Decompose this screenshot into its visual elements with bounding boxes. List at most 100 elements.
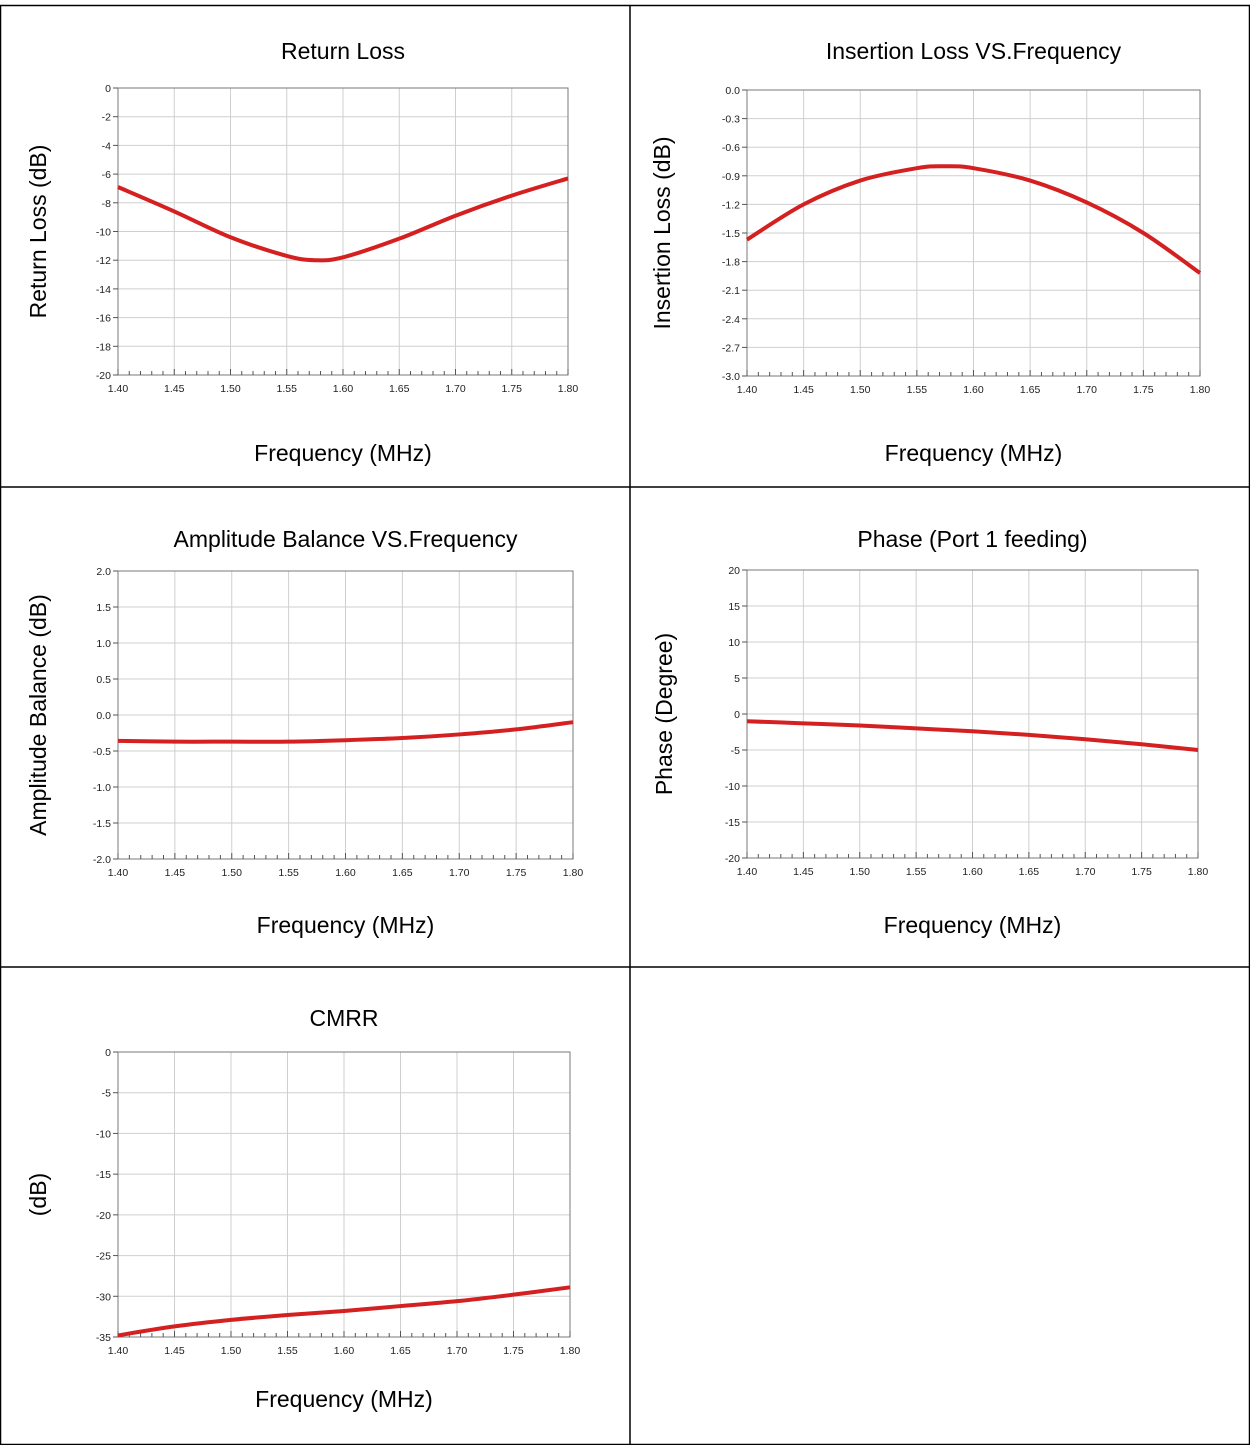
x-tick-label: 1.40 — [108, 1345, 129, 1357]
x-tick-label: 1.80 — [558, 383, 579, 395]
y-tick-label: -5 — [102, 1088, 111, 1100]
y-tick-label: -0.9 — [722, 171, 740, 183]
gridlines — [117, 570, 574, 860]
x-tick-label: 1.70 — [445, 383, 466, 395]
y-tick-label: -5 — [731, 745, 740, 757]
x-tick-label: 1.75 — [506, 867, 527, 879]
x-tick-label: 1.50 — [221, 1345, 242, 1357]
x-tick-label: 1.50 — [850, 866, 871, 878]
y-tick-label: -1.0 — [93, 782, 111, 794]
x-tick-label: 1.45 — [164, 1345, 185, 1357]
x-tick-label: 1.55 — [907, 384, 928, 396]
y-tick-label: -20 — [96, 1210, 111, 1222]
chart-title: CMRR — [310, 1005, 379, 1031]
x-tick-label: 1.65 — [389, 383, 410, 395]
y-axis-label: Insertion Loss (dB) — [649, 136, 675, 329]
y-tick-label: -1.5 — [93, 818, 111, 830]
x-axis-label: Frequency (MHz) — [257, 912, 435, 938]
x-tick-label: 1.70 — [449, 867, 470, 879]
y-axis-label: Amplitude Balance (dB) — [25, 594, 51, 836]
y-tick-label: -10 — [96, 1128, 111, 1140]
y-tick-label: 0 — [734, 709, 740, 721]
y-tick-label: -10 — [96, 227, 111, 239]
x-tick-label: 1.80 — [1188, 866, 1209, 878]
chart-title: Amplitude Balance VS.Frequency — [174, 526, 518, 552]
y-tick-label: 0 — [105, 1047, 111, 1059]
x-tick-label: 1.70 — [1075, 866, 1096, 878]
y-tick-label: 1.5 — [96, 602, 111, 614]
y-tick-label: -0.3 — [722, 114, 740, 126]
y-tick-label: -16 — [96, 313, 111, 325]
y-tick-label: -2 — [102, 112, 111, 124]
x-tick-label: 1.45 — [165, 867, 186, 879]
x-tick-label: 1.40 — [108, 867, 129, 879]
gridlines — [746, 569, 1199, 859]
x-tick-label: 1.45 — [164, 383, 185, 395]
x-axis-label: Frequency (MHz) — [885, 440, 1063, 466]
return-loss-chart: 0 -2 -4 -6 -8 -10 -12 -14 -16 -18 -201.40 1.45 1.50 1… — [25, 38, 579, 466]
y-tick-label: -1.5 — [722, 228, 740, 240]
x-tick-label: 1.45 — [793, 866, 814, 878]
y-tick-label: 5 — [734, 673, 740, 685]
y-tick-label: -2.0 — [93, 854, 111, 866]
x-tick-label: 1.60 — [962, 866, 983, 878]
x-tick-label: 1.70 — [447, 1345, 468, 1357]
y-tick-label: -3.0 — [722, 371, 740, 383]
x-axis-label: Frequency (MHz) — [884, 912, 1062, 938]
cmrr-chart: 0 -5 -10 -15 -20 -25 -30 -351.40 1.45 1.50 1.55 1.6… — [25, 1005, 581, 1412]
x-tick-label: 1.65 — [1019, 866, 1040, 878]
data-series-line — [745, 164, 1202, 275]
y-tick-label: -14 — [96, 284, 111, 296]
gridlines — [746, 89, 1201, 377]
x-axis-label: Frequency (MHz) — [255, 1386, 433, 1412]
x-tick-label: 1.80 — [1190, 384, 1211, 396]
y-tick-label: -15 — [725, 817, 740, 829]
x-tick-label: 1.50 — [220, 383, 241, 395]
x-tick-label: 1.60 — [963, 384, 984, 396]
y-tick-label: -4 — [102, 140, 111, 152]
y-tick-label: 0 — [105, 83, 111, 95]
x-tick-label: 1.65 — [392, 867, 413, 879]
x-tick-label: 1.55 — [277, 1345, 298, 1357]
y-tick-label: 10 — [728, 637, 740, 649]
y-tick-label: -18 — [96, 341, 111, 353]
x-tick-label: 1.75 — [1131, 866, 1152, 878]
x-tick-label: 1.80 — [563, 867, 584, 879]
phase-chart: 20 15 10 5 0 -5 -10 -15 -201.40 1.45 1.50 1.55 1.60 1… — [651, 526, 1209, 938]
y-axis-label: Return Loss (dB) — [25, 145, 51, 319]
x-tick-label: 1.50 — [222, 867, 243, 879]
x-tick-label: 1.55 — [278, 867, 299, 879]
chart-title: Phase (Port 1 feeding) — [857, 526, 1087, 552]
y-tick-label: -0.5 — [93, 746, 111, 758]
chart-title: Insertion Loss VS.Frequency — [826, 38, 1122, 64]
y-tick-label: -25 — [96, 1251, 111, 1263]
y-tick-label: 20 — [728, 565, 740, 577]
insertion-loss-chart: 0.0 -0.3 -0.6 -0.9 -1.2 -1.5 -1.8 -2.1 -2.4 -2.7 -… — [649, 38, 1211, 466]
x-tick-label: 1.40 — [737, 384, 758, 396]
y-tick-label: -20 — [725, 853, 740, 865]
y-tick-label: -6 — [102, 169, 111, 181]
x-tick-label: 1.40 — [737, 866, 758, 878]
x-tick-label: 1.60 — [335, 867, 356, 879]
y-tick-label: -2.4 — [722, 314, 740, 326]
y-tick-label: -1.8 — [722, 257, 740, 269]
y-tick-label: -30 — [96, 1291, 111, 1303]
y-axis-label: (dB) — [25, 1173, 51, 1216]
y-tick-label: 15 — [728, 601, 740, 613]
y-tick-label: -0.6 — [722, 142, 740, 154]
y-tick-label: -10 — [725, 781, 740, 793]
y-tick-label: -12 — [96, 255, 111, 267]
y-tick-label: -1.2 — [722, 199, 740, 211]
data-series-line — [117, 176, 569, 263]
x-tick-label: 1.60 — [334, 1345, 355, 1357]
y-tick-label: -8 — [102, 198, 111, 210]
y-tick-label: 1.0 — [96, 638, 111, 650]
x-tick-label: 1.45 — [793, 384, 814, 396]
y-tick-label: -35 — [96, 1332, 111, 1344]
x-tick-label: 1.80 — [560, 1345, 581, 1357]
y-tick-label: 0.0 — [96, 710, 111, 722]
x-tick-label: 1.55 — [906, 866, 927, 878]
chart-title: Return Loss — [281, 38, 405, 64]
y-tick-label: -2.7 — [722, 342, 740, 354]
x-tick-label: 1.40 — [108, 383, 129, 395]
